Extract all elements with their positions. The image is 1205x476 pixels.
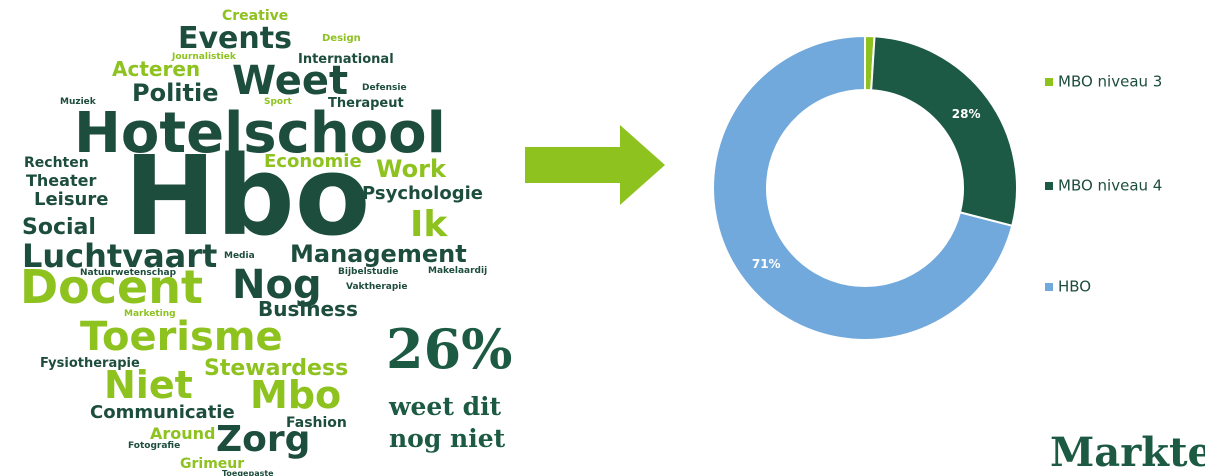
word: Journalistiek — [171, 52, 237, 62]
word: Rechten — [24, 155, 89, 171]
word: Mbo — [250, 373, 341, 417]
word: Fysiotherapie — [40, 356, 140, 371]
word: Weet — [232, 58, 348, 104]
word: Defensie — [362, 83, 407, 93]
word: Communicatie — [90, 402, 235, 423]
word: International — [298, 52, 394, 67]
logo: Markteffect — [1050, 429, 1205, 476]
word: Design — [322, 33, 361, 44]
arrow — [525, 125, 665, 205]
word: Leisure — [34, 189, 108, 210]
word: Business — [258, 297, 358, 321]
data-label: 28% — [952, 107, 981, 121]
word: Work — [376, 155, 447, 183]
legend-label: HBO — [1058, 278, 1091, 296]
word: Ik — [410, 204, 448, 245]
word: Fashion — [286, 415, 347, 431]
word: Creative — [222, 8, 288, 24]
word: Fotografie — [128, 441, 180, 451]
word: Economie — [264, 151, 362, 172]
word: Marketing — [124, 309, 176, 319]
legend-swatch — [1045, 182, 1053, 190]
word: Around — [150, 424, 216, 443]
word: Politie — [132, 79, 219, 107]
word: Hotelschool — [74, 101, 446, 166]
legend-label: MBO niveau 3 — [1058, 73, 1162, 91]
donut-slice — [712, 34, 1014, 341]
word: Management — [290, 240, 467, 268]
stat-caption: weet dit — [388, 392, 502, 421]
word: Nog — [232, 262, 322, 308]
data-label: 71% — [752, 257, 781, 271]
word: Toegepaste — [222, 469, 274, 476]
word: Psychologie — [362, 183, 483, 204]
word: Social — [22, 215, 96, 240]
word: Grimeur — [180, 456, 244, 472]
word: Natuurwetenschap — [80, 268, 177, 278]
legend-swatch — [1045, 283, 1053, 291]
word: Makelaardij — [428, 266, 487, 276]
donut-slice — [870, 35, 1018, 228]
word: Media — [224, 251, 255, 261]
word: Theater — [26, 171, 96, 190]
donut-chart: 1%28%71% — [712, 34, 1018, 341]
word: Sport — [264, 97, 293, 107]
word: Stewardess — [204, 356, 348, 381]
word: Hbo — [124, 132, 370, 260]
word: Bijbelstudie — [338, 267, 398, 277]
word: Toerisme — [80, 314, 283, 360]
legend: MBO niveau 3 MBO niveau 4 HBO — [1045, 73, 1162, 296]
word: Niet — [104, 363, 193, 407]
legend-swatch — [1045, 78, 1053, 86]
legend-label: MBO niveau 4 — [1058, 177, 1162, 195]
word: Zorg — [216, 419, 310, 460]
word: Docent — [20, 260, 203, 314]
word: Vaktherapie — [346, 282, 408, 292]
word: Acteren — [112, 57, 200, 81]
word: Luchtvaart — [22, 237, 217, 275]
word: Events — [178, 21, 292, 56]
stat-value: 26% — [386, 317, 512, 381]
word: Muziek — [60, 97, 97, 107]
word: Therapeut — [328, 96, 404, 111]
stat-caption: nog niet — [389, 424, 506, 453]
